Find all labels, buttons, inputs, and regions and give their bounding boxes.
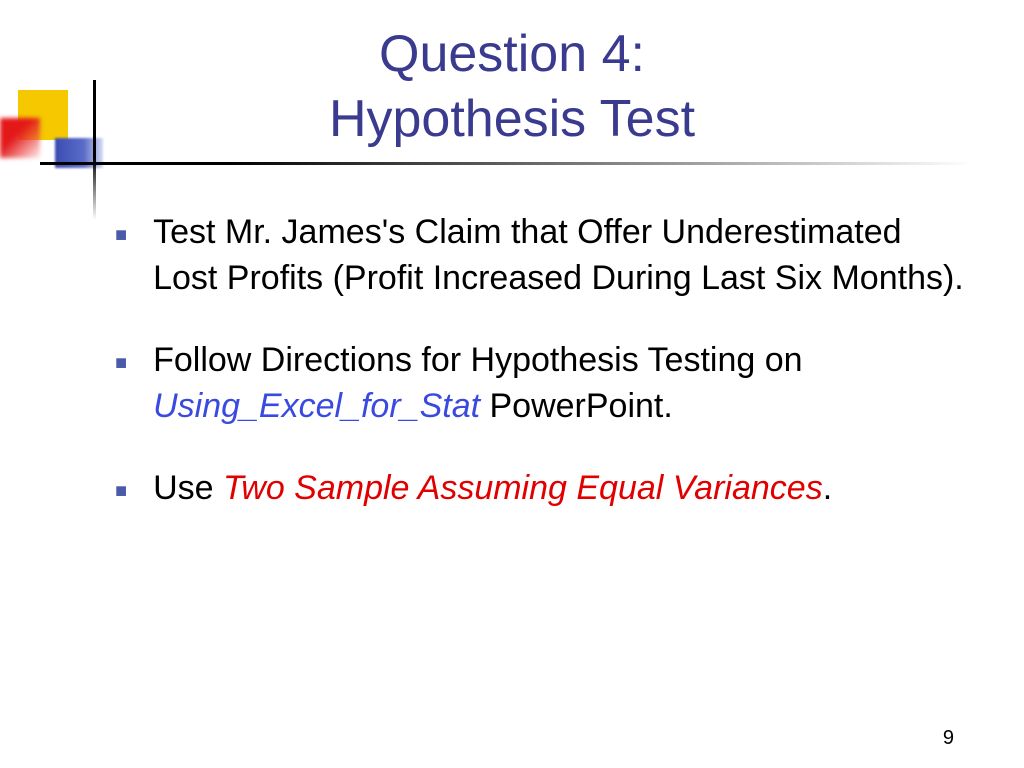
text-segment: Two Sample Assuming Equal Variances	[223, 469, 823, 507]
bullet-text: Follow Directions for Hypothesis Testing…	[153, 338, 964, 430]
title-line2: Hypothesis Test	[0, 87, 1024, 152]
bullet-marker: ■	[115, 350, 127, 377]
title-line1: Question 4:	[0, 22, 1024, 87]
horizontal-rule	[40, 162, 974, 165]
bullet-marker: ■	[115, 222, 127, 249]
bullet-text: Use Two Sample Assuming Equal Variances.	[153, 466, 964, 512]
page-number: 9	[943, 727, 954, 750]
bullet-marker: ■	[115, 478, 127, 505]
bullet-text: Test Mr. James's Claim that Offer Undere…	[153, 210, 964, 302]
slide-body: ■ Test Mr. James's Claim that Offer Under…	[115, 210, 964, 547]
text-segment: Test Mr. James's Claim that Offer Undere…	[153, 213, 964, 297]
text-segment: Using_Excel_for_Stat	[153, 387, 480, 425]
bullet-item: ■ Use Two Sample Assuming Equal Variances…	[115, 466, 964, 512]
bullet-item: ■ Test Mr. James's Claim that Offer Under…	[115, 210, 964, 302]
bullet-item: ■ Follow Directions for Hypothesis Testin…	[115, 338, 964, 430]
text-segment: PowerPoint.	[480, 387, 673, 425]
text-segment: .	[823, 469, 832, 507]
slide-title: Question 4: Hypothesis Test	[0, 22, 1024, 152]
text-segment: Use	[153, 469, 223, 507]
text-segment: Follow Directions for Hypothesis Testing…	[153, 341, 802, 379]
